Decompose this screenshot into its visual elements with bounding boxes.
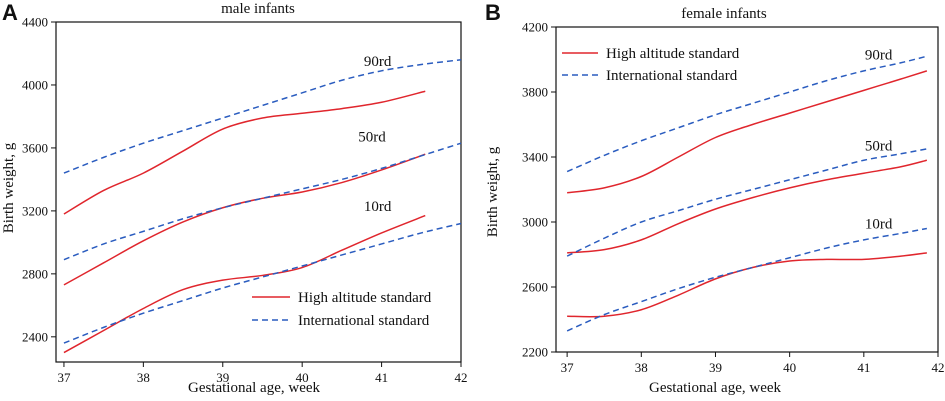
x-tick-label: 41: [857, 360, 870, 375]
legend-international-label: International standard: [606, 68, 738, 84]
panel-b-curves: [566, 55, 928, 332]
y-tick-label: 4000: [22, 77, 48, 92]
international-10rd-curve: [566, 227, 928, 332]
x-tick-label: 38: [635, 360, 648, 375]
x-tick-label: 38: [137, 370, 150, 385]
y-tick-label: 2600: [522, 280, 548, 295]
y-tick-label: 3400: [522, 150, 548, 165]
panel-a-title: male infants: [221, 1, 295, 17]
high-altitude-50rd-curve: [567, 159, 928, 254]
y-tick-label: 4200: [522, 20, 548, 35]
panel-a-label: A: [2, 0, 18, 25]
percentile-label-50rd: 50rd: [358, 130, 386, 146]
panel-male-infants: A male infants Gestational age, week Bir…: [1, 0, 468, 396]
legend-high-altitude-label: High altitude standard: [298, 290, 432, 306]
panel-female-infants: B female infants Gestational age, week B…: [485, 0, 945, 396]
panel-b-title: female infants: [681, 6, 767, 22]
panel-a-y-axis-label: Birth weight, g: [1, 142, 17, 233]
percentile-label-10rd: 10rd: [364, 199, 392, 215]
legend-high-altitude-label: High altitude standard: [606, 46, 740, 62]
high-altitude-10rd-curve: [567, 252, 927, 318]
panel-b-x-ticks: 37 38 39 40 41 42: [561, 352, 945, 375]
x-tick-label: 40: [296, 370, 309, 385]
international-90rd-curve: [566, 55, 928, 173]
panel-b-legend: High altitude standard International sta…: [562, 46, 740, 84]
y-tick-label: 3200: [22, 203, 48, 218]
y-tick-label: 4400: [22, 15, 48, 30]
x-tick-label: 37: [561, 360, 575, 375]
x-tick-label: 42: [932, 360, 945, 375]
high-altitude-90rd-curve: [567, 70, 928, 194]
panel-b-label: B: [485, 0, 501, 25]
panel-a-curves: [63, 59, 462, 354]
high-altitude-90rd-curve: [63, 90, 426, 215]
percentile-label-90rd: 90rd: [865, 48, 893, 64]
high-altitude-50rd-curve: [63, 153, 426, 286]
y-tick-label: 3000: [522, 215, 548, 230]
panel-a-x-axis-label: Gestational age, week: [188, 380, 321, 396]
x-tick-label: 40: [783, 360, 796, 375]
panel-a-plot-frame: [55, 21, 462, 363]
panel-b-plot-frame: [555, 26, 939, 353]
panel-b-x-axis-label: Gestational age, week: [649, 380, 782, 396]
panel-b-y-ticks: 2200 2600 3000 3400 3800 4200: [522, 20, 556, 360]
x-tick-label: 39: [709, 360, 722, 375]
x-tick-label: 37: [57, 370, 71, 385]
international-50rd-curve: [63, 142, 462, 261]
panel-a-percentile-labels: 90rd 50rd 10rd: [358, 54, 392, 215]
panel-b-percentile-labels: 90rd 50rd 10rd: [865, 48, 893, 233]
x-tick-label: 42: [455, 370, 468, 385]
y-tick-label: 3800: [522, 85, 548, 100]
y-tick-label: 2200: [522, 345, 548, 360]
panel-a-x-ticks: 37 38 39 40 41 42: [57, 362, 468, 385]
panel-a-y-ticks: 2400 2800 3200 3600 4000 4400: [22, 15, 56, 344]
y-tick-label: 2400: [22, 329, 48, 344]
x-tick-label: 39: [216, 370, 229, 385]
legend-international-label: International standard: [298, 313, 430, 329]
international-90rd-curve: [63, 59, 462, 174]
panel-a-legend: High altitude standard International sta…: [252, 290, 432, 329]
international-10rd-curve: [63, 222, 462, 344]
high-altitude-10rd-curve: [63, 214, 426, 354]
x-tick-label: 41: [375, 370, 388, 385]
percentile-label-90rd: 90rd: [364, 54, 392, 70]
y-tick-label: 3600: [22, 140, 48, 155]
international-50rd-curve: [566, 148, 928, 257]
y-tick-label: 2800: [22, 266, 48, 281]
panel-b-y-axis-label: Birth weight, g: [485, 146, 501, 237]
percentile-label-50rd: 50rd: [865, 139, 893, 155]
percentile-label-10rd: 10rd: [865, 217, 893, 233]
